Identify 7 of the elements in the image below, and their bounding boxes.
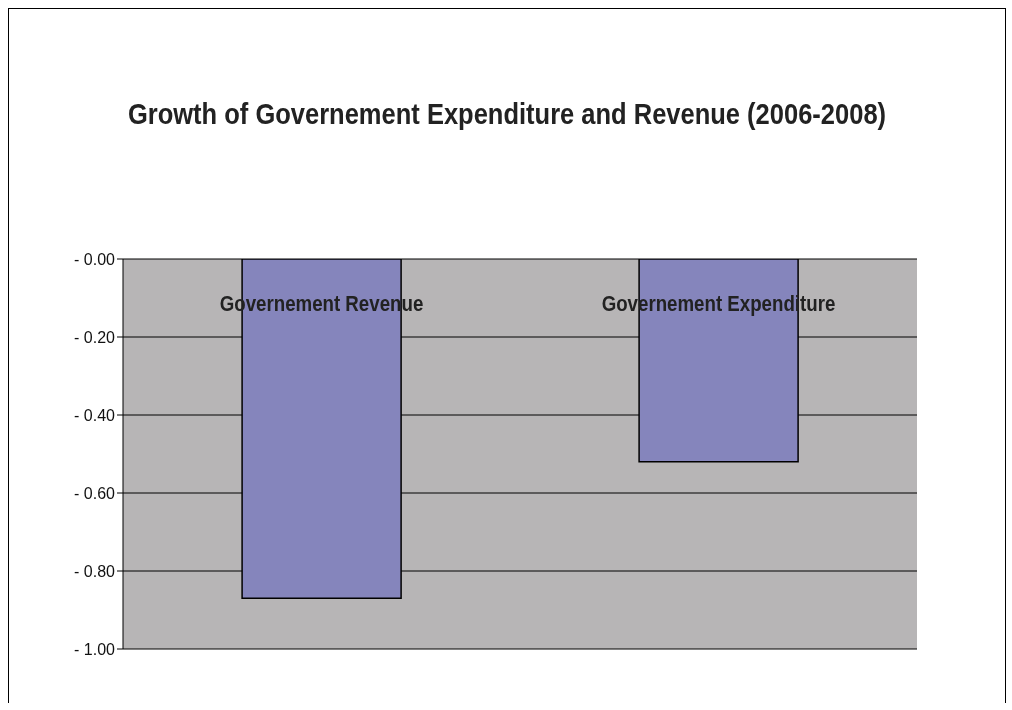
y-tick-label: - 0.40 xyxy=(74,406,116,424)
y-tick-label: - 0.20 xyxy=(74,328,116,346)
y-tick-label: - 1.00 xyxy=(74,640,116,658)
y-tick-label: - 0.80 xyxy=(74,562,116,580)
chart-title: Growth of Governement Expenditure and Revenue (2006-2008) xyxy=(126,97,888,131)
y-tick-label: - 0.00 xyxy=(74,250,116,268)
y-tick-label: - 0.60 xyxy=(74,484,116,502)
